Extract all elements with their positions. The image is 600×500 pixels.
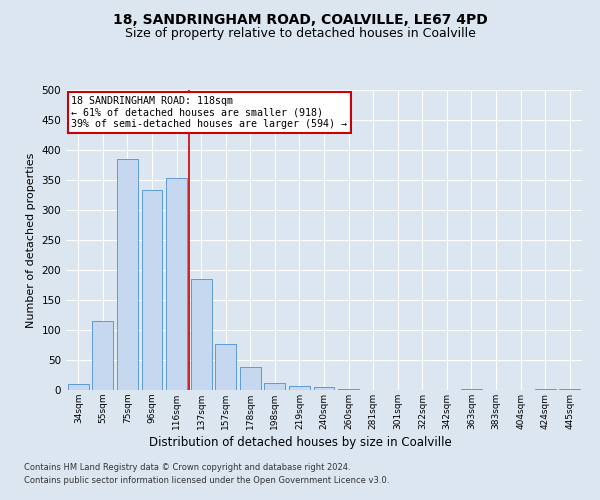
Bar <box>166 178 187 390</box>
Bar <box>92 321 113 390</box>
Bar <box>461 389 482 390</box>
Bar <box>314 387 334 390</box>
Bar <box>265 383 286 390</box>
Bar <box>559 389 580 390</box>
Text: 18 SANDRINGHAM ROAD: 118sqm
← 61% of detached houses are smaller (918)
39% of se: 18 SANDRINGHAM ROAD: 118sqm ← 61% of det… <box>71 96 347 129</box>
Bar <box>68 384 89 390</box>
Text: Size of property relative to detached houses in Coalville: Size of property relative to detached ho… <box>125 28 475 40</box>
Y-axis label: Number of detached properties: Number of detached properties <box>26 152 36 328</box>
Bar <box>191 279 212 390</box>
Bar <box>117 159 138 390</box>
Bar <box>289 386 310 390</box>
Bar <box>240 367 261 390</box>
Text: Distribution of detached houses by size in Coalville: Distribution of detached houses by size … <box>149 436 451 449</box>
Text: Contains public sector information licensed under the Open Government Licence v3: Contains public sector information licen… <box>24 476 389 485</box>
Bar <box>142 190 163 390</box>
Bar <box>215 344 236 390</box>
Text: Contains HM Land Registry data © Crown copyright and database right 2024.: Contains HM Land Registry data © Crown c… <box>24 464 350 472</box>
Text: 18, SANDRINGHAM ROAD, COALVILLE, LE67 4PD: 18, SANDRINGHAM ROAD, COALVILLE, LE67 4P… <box>113 12 487 26</box>
Bar <box>535 389 556 390</box>
